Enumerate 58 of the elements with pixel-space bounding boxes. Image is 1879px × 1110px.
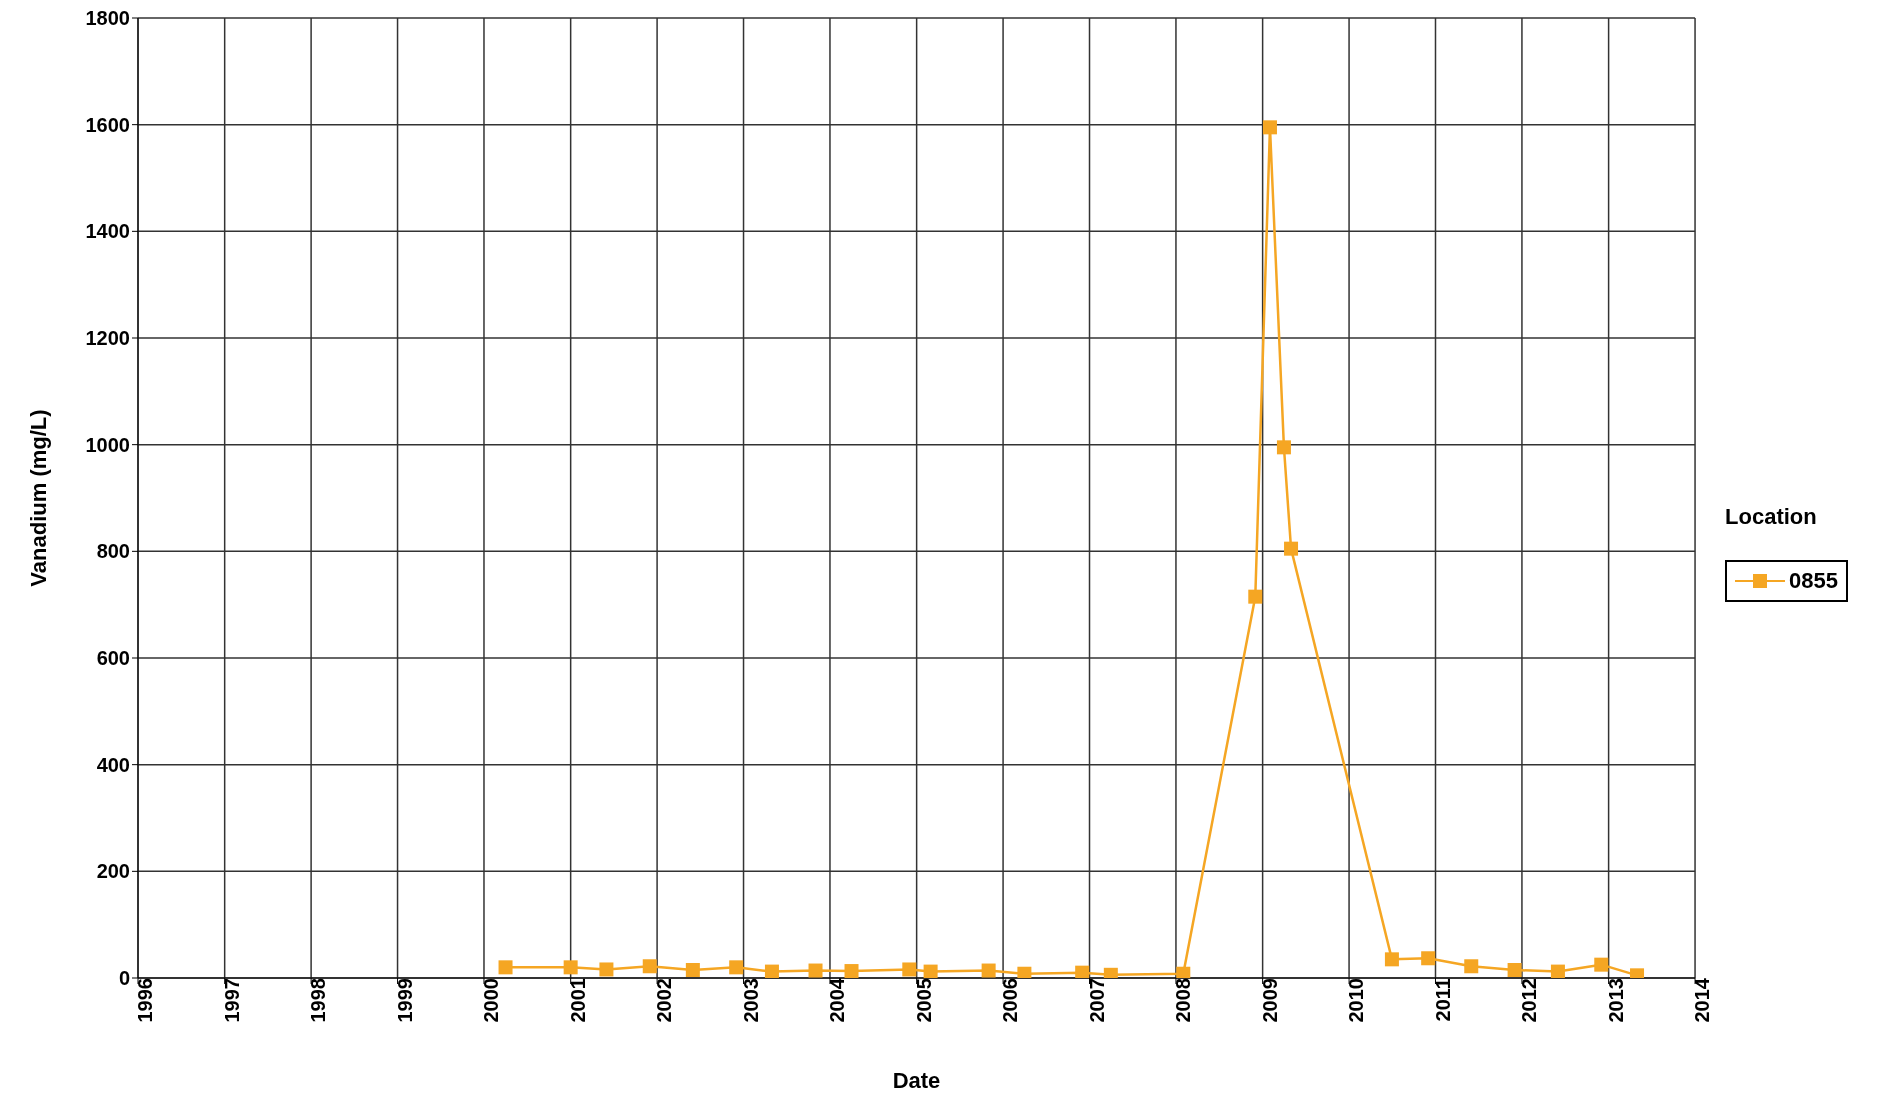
point bbox=[981, 963, 996, 978]
point bbox=[1507, 963, 1522, 977]
x-tick-label: 2000 bbox=[480, 978, 503, 1023]
x-tick-label: 2008 bbox=[1172, 978, 1195, 1023]
x-tick-label: 2002 bbox=[653, 978, 676, 1023]
x-tick-label: 2012 bbox=[1518, 978, 1541, 1023]
y-axis-title: Vanadium (mg/L) bbox=[25, 409, 51, 587]
point bbox=[1176, 966, 1191, 978]
y-tick-label: 800 bbox=[96, 540, 130, 563]
y-tick-label: 1400 bbox=[85, 220, 130, 243]
point bbox=[498, 960, 513, 975]
point bbox=[685, 963, 700, 977]
x-tick-label: 2007 bbox=[1085, 978, 1108, 1023]
point bbox=[923, 964, 938, 978]
point bbox=[844, 964, 859, 978]
x-axis-title: Date bbox=[892, 1068, 941, 1093]
x-tick-label: 2014 bbox=[1691, 977, 1714, 1023]
point bbox=[1594, 957, 1609, 972]
x-tick-label: 1998 bbox=[307, 978, 330, 1023]
point bbox=[1075, 965, 1090, 978]
point bbox=[902, 962, 917, 977]
x-tick-label: 2010 bbox=[1345, 978, 1368, 1023]
point bbox=[808, 963, 823, 978]
legend-label: 0855 bbox=[1789, 568, 1838, 594]
point bbox=[1017, 966, 1032, 978]
x-tick-label: 1997 bbox=[220, 978, 243, 1023]
point bbox=[729, 960, 744, 975]
point bbox=[1284, 541, 1299, 556]
x-tick-label: 1996 bbox=[134, 978, 157, 1023]
point bbox=[1276, 440, 1291, 455]
y-tick-label: 1800 bbox=[85, 7, 130, 30]
x-tick-label: 2006 bbox=[999, 978, 1022, 1023]
x-tick-label: 2003 bbox=[739, 978, 762, 1023]
y-tick-label: 400 bbox=[96, 753, 130, 776]
x-tick-label: 2005 bbox=[912, 978, 935, 1023]
x-tick-label: 1999 bbox=[393, 978, 416, 1023]
y-tick-label: 1200 bbox=[85, 327, 130, 350]
x-tick-label: 2001 bbox=[566, 978, 589, 1023]
point bbox=[1248, 589, 1263, 604]
y-tick-label: 1000 bbox=[85, 433, 130, 456]
y-tick-label: 600 bbox=[96, 647, 130, 670]
y-tick-label: 200 bbox=[96, 860, 130, 883]
x-tick-label: 2004 bbox=[826, 977, 849, 1023]
y-tick-label: 1600 bbox=[85, 113, 130, 136]
point bbox=[1384, 952, 1399, 967]
point bbox=[563, 960, 578, 975]
x-tick-label: 2013 bbox=[1604, 978, 1627, 1023]
point bbox=[642, 959, 657, 974]
point bbox=[1464, 959, 1479, 974]
legend-title: Location bbox=[1725, 504, 1818, 530]
x-tick-label: 2009 bbox=[1258, 978, 1281, 1023]
y-tick-label: 0 bbox=[118, 967, 130, 990]
point bbox=[764, 964, 779, 978]
point bbox=[1262, 120, 1277, 135]
point bbox=[1421, 951, 1436, 966]
point bbox=[1550, 964, 1565, 978]
point bbox=[599, 962, 614, 977]
x-tick-label: 2011 bbox=[1431, 978, 1454, 1022]
